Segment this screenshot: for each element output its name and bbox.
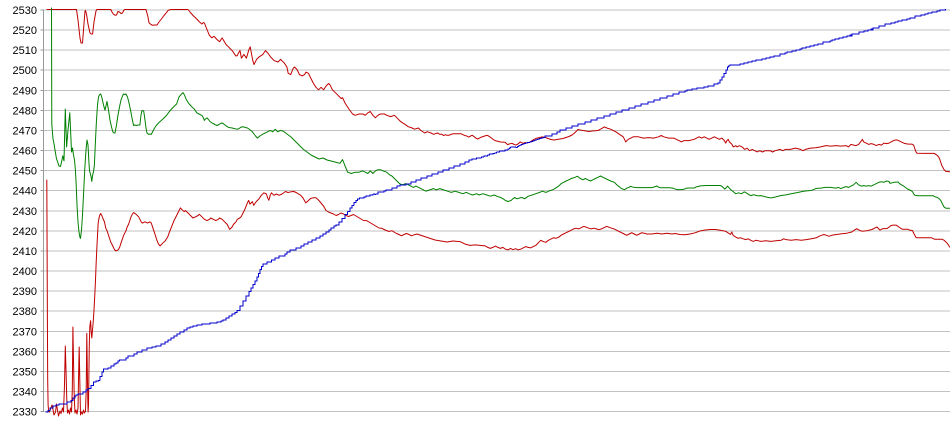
svg-text:2530: 2530: [13, 5, 37, 17]
svg-text:2490: 2490: [13, 85, 37, 97]
svg-text:2350: 2350: [13, 366, 37, 378]
svg-text:2410: 2410: [13, 246, 37, 258]
svg-text:2400: 2400: [13, 266, 37, 278]
svg-text:2330: 2330: [13, 407, 37, 419]
svg-text:2520: 2520: [13, 25, 37, 37]
svg-text:2500: 2500: [13, 65, 37, 77]
svg-text:2470: 2470: [13, 126, 37, 138]
svg-text:2340: 2340: [13, 387, 37, 399]
svg-text:2450: 2450: [13, 166, 37, 178]
svg-text:2360: 2360: [13, 346, 37, 358]
svg-text:2390: 2390: [13, 286, 37, 298]
svg-text:2420: 2420: [13, 226, 37, 238]
svg-text:2480: 2480: [13, 105, 37, 117]
svg-text:2430: 2430: [13, 206, 37, 218]
svg-text:2370: 2370: [13, 326, 37, 338]
svg-text:2380: 2380: [13, 306, 37, 318]
svg-text:2460: 2460: [13, 146, 37, 158]
svg-text:2440: 2440: [13, 186, 37, 198]
svg-text:2510: 2510: [13, 45, 37, 57]
